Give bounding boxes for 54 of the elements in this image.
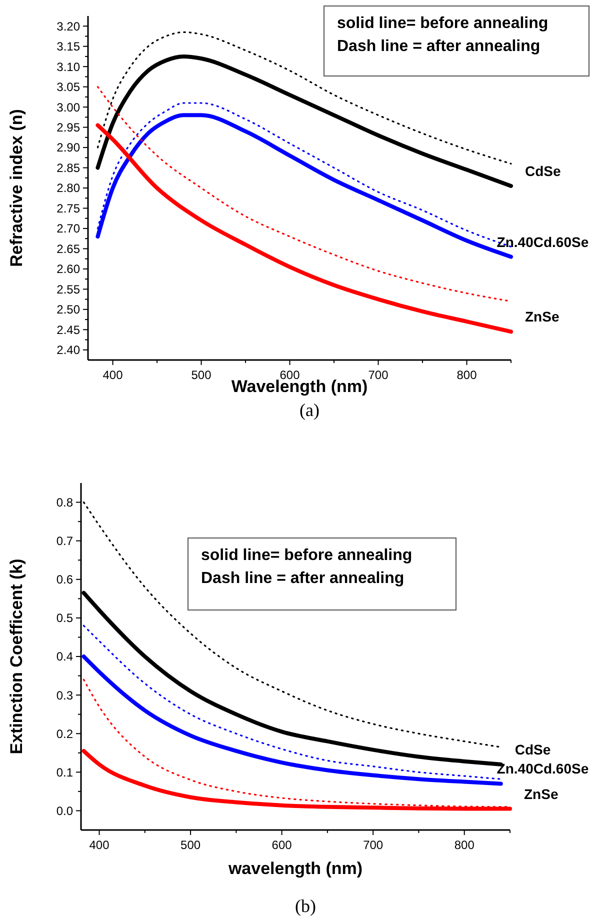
x-tick-label: 800 xyxy=(456,368,478,382)
y-tick-label: 0.6 xyxy=(56,572,74,587)
line-series xyxy=(96,54,513,188)
text: (b) xyxy=(295,896,316,916)
y-tick-label: 2.80 xyxy=(56,181,80,196)
x-tick-label: 700 xyxy=(363,838,384,852)
y-tick-label: 2.90 xyxy=(56,140,80,155)
y-tick-label: 2.75 xyxy=(56,201,80,216)
y-tick-label: 0.8 xyxy=(56,495,74,510)
series-label: Zn.40Cd.60Se xyxy=(496,234,589,250)
x-tick-label: 600 xyxy=(272,838,292,852)
y-tick-label: 0.4 xyxy=(56,650,74,664)
x-tick-label: 400 xyxy=(89,838,110,852)
annotation: Dash line = after annealing xyxy=(337,38,540,55)
annotation: solid line= before annealing xyxy=(337,15,548,32)
y-tick-label: 2.60 xyxy=(56,262,80,276)
series-label: ZnSe xyxy=(525,308,560,325)
y-tick-label: 2.40 xyxy=(56,343,80,358)
annotation: solid line= before annealing xyxy=(201,547,412,564)
annotation: Dash line = after annealing xyxy=(201,570,404,587)
y-tick-label: 2.65 xyxy=(56,242,80,256)
y-tick-label: 2.70 xyxy=(56,222,80,236)
x-tick-label: 500 xyxy=(191,368,212,382)
y-tick-label: 2.55 xyxy=(56,282,80,296)
series-label: CdSe xyxy=(525,162,561,179)
y-tick-label: 0.2 xyxy=(56,726,74,741)
x-tick-label: 600 xyxy=(280,368,300,382)
series-label: ZnSe xyxy=(524,786,558,802)
y-tick-label: 3.10 xyxy=(56,60,80,74)
y-tick-label: 2.45 xyxy=(56,322,80,337)
y-tick-label: 2.50 xyxy=(56,302,80,317)
x-tick-label: 700 xyxy=(368,368,389,382)
y-axis-title: Refractive index (n) xyxy=(7,109,26,267)
y-axis-title: Extinction Coefficent (k) xyxy=(7,558,26,754)
series-label: Zn.40Cd.60Se xyxy=(496,760,589,777)
y-tick-label: 0.1 xyxy=(56,765,74,780)
y-tick-label: 0.0 xyxy=(56,804,74,818)
text: (a) xyxy=(300,400,320,420)
x-tick-label: 800 xyxy=(454,838,475,852)
x-tick-label: 500 xyxy=(180,838,201,852)
y-tick-label: 3.00 xyxy=(56,100,80,114)
y-tick-label: 0.3 xyxy=(56,688,74,702)
x-axis-title: wavelength (nm) xyxy=(227,859,363,878)
text-box: solid line= before annealing Dash line = after annealing xyxy=(188,538,456,610)
y-tick-label: 0.5 xyxy=(56,611,74,626)
y-tick-label: 3.20 xyxy=(56,19,80,34)
y-tick-label: 3.15 xyxy=(56,40,80,54)
y-tick-label: 0.7 xyxy=(56,534,74,548)
y-tick-label: 2.95 xyxy=(56,120,80,134)
x-tick-label: 400 xyxy=(102,368,124,382)
text-box: solid line= before annealing Dash line = after annealing xyxy=(324,6,590,76)
y-tick-label: 2.85 xyxy=(56,160,80,175)
y-tick-label: 3.05 xyxy=(56,80,80,94)
series-label: CdSe xyxy=(514,741,551,758)
